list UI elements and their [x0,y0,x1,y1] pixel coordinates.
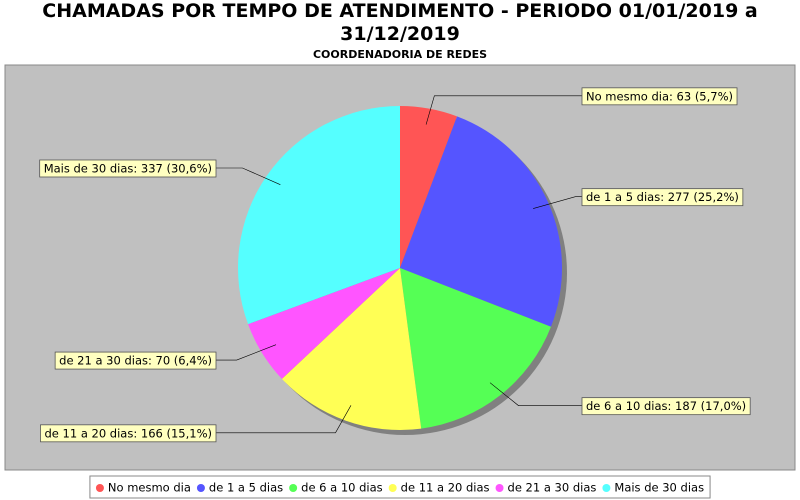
label-box [39,159,217,178]
label-box [581,188,744,207]
data-label: No mesmo dia: 63 (5,7%) [586,89,733,103]
label-link [216,167,281,185]
label-box [581,397,751,416]
legend-marker [495,484,504,492]
legend-label: No mesmo dia [108,481,191,495]
pie-slice [400,106,458,268]
data-label: de 6 a 10 dias: 187 (17,0%) [586,399,746,413]
legend-label: de 21 a 30 dias [508,481,597,495]
data-label: de 21 a 30 dias: 70 (6,4%) [59,354,212,368]
label-box [40,424,217,443]
legend-box [89,475,711,499]
pie-slice [400,116,563,327]
data-label: Mais de 30 dias: 337 (30,6%) [44,161,212,175]
legend-label: de 11 a 20 dias [401,481,490,495]
legend-marker [602,484,611,492]
legend-marker [95,484,104,492]
label-link [425,95,582,125]
chart-subtitle: COORDENADORIA DE REDES [312,48,488,61]
pie-slice [400,268,551,429]
pie-slice [248,268,400,379]
legend-marker [289,484,298,492]
legend-label: de 6 a 10 dias [301,481,383,495]
pie-slice [238,106,400,325]
pie-slice [281,268,422,430]
legend-marker [388,484,397,492]
label-link [216,344,277,361]
label-link [216,405,352,434]
data-label: de 1 a 5 dias: 277 (25,2%) [586,190,739,204]
data-label: de 11 a 20 dias: 166 (15,1%) [45,426,213,440]
label-link [489,382,582,406]
legend-marker [196,484,205,492]
label-box [54,351,217,370]
chart-title: CHAMADAS POR TEMPO DE ATENDIMENTO - PERI… [42,0,758,45]
legend-label: de 1 a 5 dias [209,481,283,495]
label-box [581,87,738,106]
label-link [533,196,582,209]
legend-label: Mais de 30 dias [614,481,704,495]
